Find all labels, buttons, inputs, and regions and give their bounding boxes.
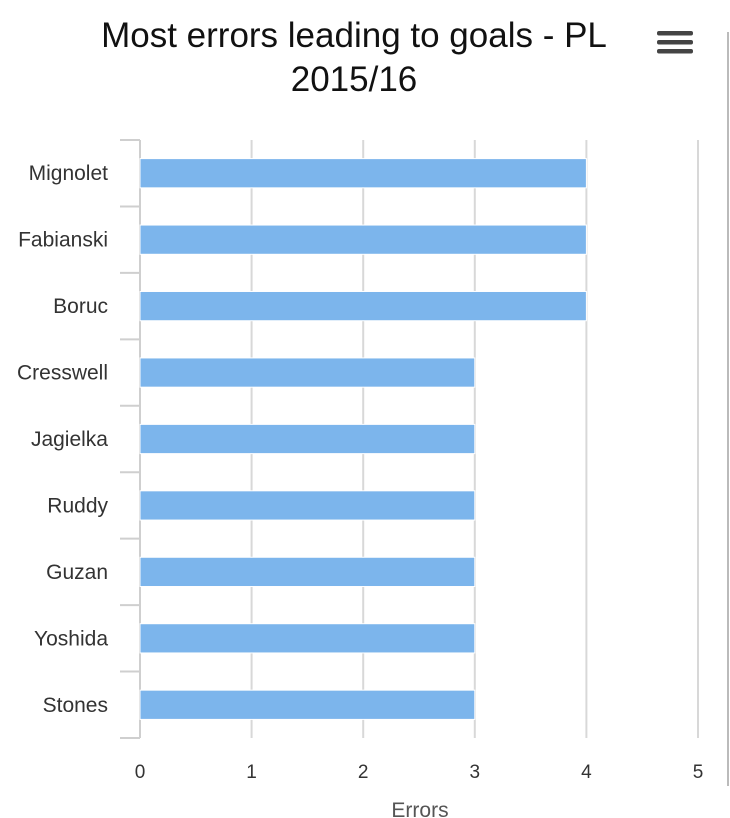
category-label-cresswell: Cresswell bbox=[17, 362, 108, 385]
category-labels: Mignolet Fabianski Boruc Cresswell Jagielka R… bbox=[17, 162, 109, 717]
x-tick-label-5: 5 bbox=[693, 762, 704, 783]
category-label-ruddy: Ruddy bbox=[47, 494, 108, 517]
bar-stones[interactable] bbox=[139, 689, 476, 720]
chart-title-line-1: Most errors leading to goals - PL bbox=[101, 16, 607, 55]
category-label-jagielka: Jagielka bbox=[31, 428, 108, 451]
category-label-boruc: Boruc bbox=[53, 295, 108, 318]
category-label-fabianski: Fabianski bbox=[18, 229, 108, 252]
bar-jagielka[interactable] bbox=[139, 423, 476, 455]
bar-mignolet[interactable] bbox=[139, 158, 587, 189]
x-tick-label-2: 2 bbox=[358, 762, 369, 783]
hamburger-menu-icon[interactable] bbox=[657, 31, 693, 54]
category-label-guzan: Guzan bbox=[46, 561, 108, 584]
bar-boruc[interactable] bbox=[139, 290, 587, 322]
x-tick-label-0: 0 bbox=[135, 762, 146, 783]
chart-title: Most errors leading to goals - PL 2015/1… bbox=[101, 16, 607, 99]
bar-guzan[interactable] bbox=[139, 556, 476, 588]
bar-yoshida[interactable] bbox=[139, 623, 476, 654]
bar-cresswell[interactable] bbox=[139, 357, 476, 388]
x-tick-label-1: 1 bbox=[246, 762, 257, 783]
chart-title-line-2: 2015/16 bbox=[291, 60, 418, 99]
x-axis-title: Errors bbox=[391, 799, 448, 818]
category-label-stones: Stones bbox=[43, 694, 108, 717]
x-axis-ticks: 0 1 2 3 4 5 bbox=[135, 762, 704, 783]
bars bbox=[139, 158, 587, 720]
bar-ruddy[interactable] bbox=[139, 490, 476, 521]
x-tick-label-4: 4 bbox=[581, 762, 592, 783]
category-label-mignolet: Mignolet bbox=[29, 162, 109, 185]
category-label-yoshida: Yoshida bbox=[34, 627, 108, 650]
x-tick-label-3: 3 bbox=[470, 762, 481, 783]
bar-fabianski[interactable] bbox=[139, 224, 587, 255]
